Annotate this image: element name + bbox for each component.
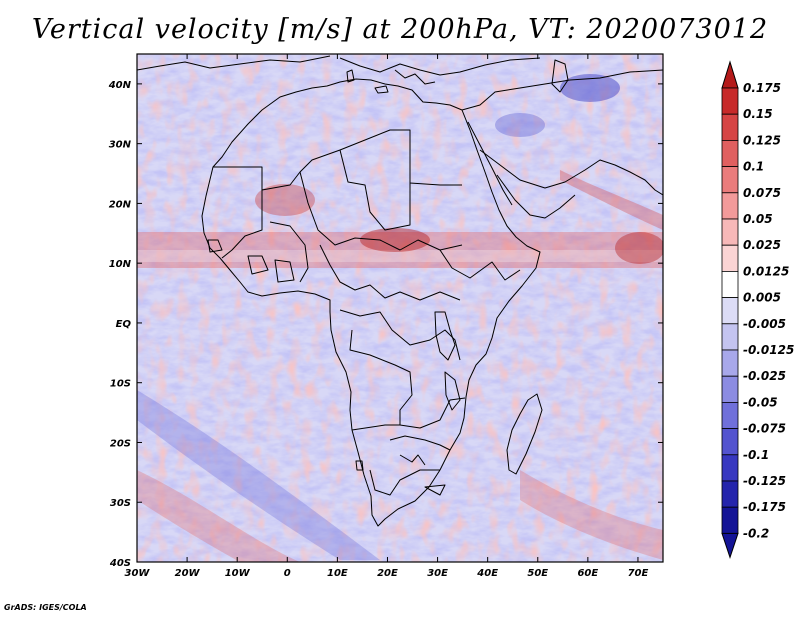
- lon-label: 20W: [175, 568, 201, 579]
- colorbar-segment: [721, 244, 739, 272]
- colorbar-segment: [721, 139, 739, 167]
- lon-label: 10E: [327, 568, 348, 579]
- lon-label: 50E: [527, 568, 548, 579]
- lon-label: 60E: [577, 568, 598, 579]
- colorbar-label: -0.05: [743, 395, 778, 409]
- colorbar-segment: [721, 401, 739, 429]
- colorbar-segment: [721, 506, 739, 534]
- colorbar-segment: [721, 428, 739, 456]
- lon-label: 0: [284, 568, 291, 579]
- colorbar-label: -0.1: [743, 448, 769, 462]
- colorbar-segment: [721, 192, 739, 220]
- coastlines: [137, 55, 663, 527]
- lat-label: 30N: [109, 140, 132, 151]
- lon-label: 40E: [476, 568, 498, 579]
- colorbar-segment: [721, 349, 739, 377]
- colorbar-top-arrow: [721, 60, 739, 89]
- colorbar-segment: [721, 297, 739, 325]
- velocity-field: [137, 54, 663, 562]
- colorbar-label: -0.025: [743, 369, 786, 383]
- lat-label: 20N: [109, 199, 132, 210]
- colorbar-label: -0.175: [743, 500, 786, 514]
- colorbar-segment: [721, 270, 739, 298]
- lon-label: 30W: [125, 568, 151, 579]
- colorbar-segment: [721, 113, 739, 141]
- colorbar-label: -0.005: [743, 317, 786, 331]
- map-title: Vertical velocity [m/s] at 200hPa, VT: 2…: [31, 14, 769, 45]
- colorbar-bottom-arrow: [721, 532, 739, 559]
- colorbar-label: 0.175: [743, 81, 781, 95]
- colorbar-label: 0.1: [743, 160, 764, 174]
- lat-label: 10N: [109, 259, 132, 270]
- colorbar-label: -0.125: [743, 474, 786, 488]
- colorbar-label: 0.025: [743, 238, 781, 252]
- longitude-labels: 30W 20W 10W 0 10E 20E 30E 40E 50E 60E 70E: [125, 568, 649, 579]
- axis-ticks: [136, 54, 663, 563]
- lat-label: 40N: [108, 80, 132, 91]
- lon-label: 30E: [427, 568, 448, 579]
- colorbar-label: -0.0125: [743, 343, 794, 357]
- lat-label: 40S: [109, 558, 131, 569]
- colorbar-segment: [721, 87, 739, 115]
- colorbar-labels: 0.175 0.15 0.125 0.1 0.075 0.05 0.025 0.0125 0.0…: [743, 81, 794, 540]
- colorbar-label: 0.125: [743, 133, 781, 147]
- lon-label: 20E: [377, 568, 398, 579]
- colorbar-label: 0.15: [743, 107, 773, 121]
- colorbar: [721, 60, 739, 559]
- colorbar-segment: [721, 454, 739, 482]
- colorbar-label: 0.075: [743, 186, 781, 200]
- colorbar-segment: [721, 218, 739, 246]
- colorbar-segment: [721, 323, 739, 351]
- colorbar-label: -0.075: [743, 422, 786, 436]
- lon-label: 70E: [628, 568, 649, 579]
- colorbar-segment: [721, 480, 739, 508]
- plot-frame: [136, 53, 664, 563]
- colorbar-label: 0.0125: [743, 264, 789, 278]
- lon-label: 10W: [225, 568, 251, 579]
- colorbar-segment: [721, 166, 739, 194]
- colorbar-label: 0.05: [743, 212, 773, 226]
- colorbar-label: 0.005: [743, 291, 781, 305]
- colorbar-segment: [721, 375, 739, 403]
- colorbar-label: -0.2: [743, 526, 769, 540]
- latitude-labels: 40N 30N 20N 10N EQ 10S 20S 30S 40S: [108, 80, 132, 569]
- lat-label: 20S: [110, 438, 131, 449]
- grads-credit: GrADS: IGES/COLA: [4, 603, 87, 612]
- lat-label: 10S: [110, 379, 131, 390]
- lat-label: EQ: [116, 319, 132, 330]
- lat-label: 30S: [110, 498, 131, 509]
